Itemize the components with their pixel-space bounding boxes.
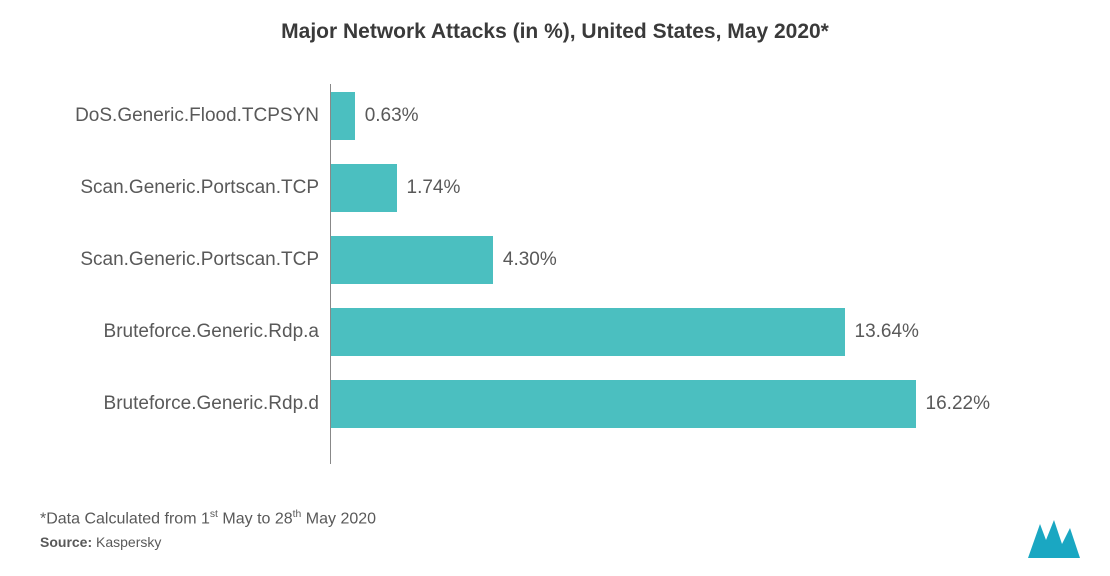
source-label: Source: (40, 534, 92, 550)
chart-container: Major Network Attacks (in %), United Sta… (0, 0, 1110, 576)
chart-title: Major Network Attacks (in %), United Sta… (40, 20, 1070, 44)
bar-row: Scan.Generic.Portscan.TCP4.30% (331, 236, 990, 284)
source-line: Source: Kaspersky (40, 534, 161, 550)
bar-row: Scan.Generic.Portscan.TCP1.74% (331, 164, 990, 212)
bar-row: Bruteforce.Generic.Rdp.d16.22% (331, 380, 990, 428)
brand-logo (1028, 518, 1080, 558)
footnote: *Data Calculated from 1st May to 28th Ma… (40, 509, 376, 528)
value-label: 13.64% (855, 321, 919, 343)
y-axis-label: Scan.Generic.Portscan.TCP (41, 249, 331, 271)
plot-area: DoS.Generic.Flood.TCPSYN0.63% Scan.Generi… (330, 84, 990, 464)
value-label: 0.63% (365, 105, 419, 127)
value-label: 1.74% (407, 177, 461, 199)
bar (331, 380, 916, 428)
y-axis-label: DoS.Generic.Flood.TCPSYN (41, 105, 331, 127)
y-axis-label: Bruteforce.Generic.Rdp.d (41, 393, 331, 415)
source-value: Kaspersky (96, 534, 161, 550)
y-axis-label: Scan.Generic.Portscan.TCP (41, 177, 331, 199)
y-axis-label: Bruteforce.Generic.Rdp.a (41, 321, 331, 343)
value-label: 4.30% (503, 249, 557, 271)
bar (331, 308, 845, 356)
value-label: 16.22% (926, 393, 990, 415)
bar (331, 236, 493, 284)
bar (331, 164, 397, 212)
bar-row: DoS.Generic.Flood.TCPSYN0.63% (331, 92, 990, 140)
bar (331, 92, 355, 140)
mi-logo-icon (1028, 518, 1080, 558)
bar-row: Bruteforce.Generic.Rdp.a13.64% (331, 308, 990, 356)
